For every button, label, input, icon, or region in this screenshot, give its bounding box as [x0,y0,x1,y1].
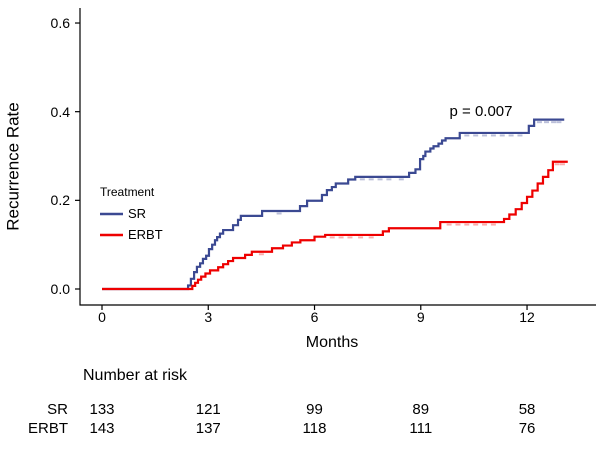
risk-value-erbt: 137 [195,420,221,437]
risk-value-sr: 58 [518,401,536,418]
risk-table-title: Number at risk [83,367,188,384]
y-tick-label: 0.2 [50,192,70,209]
legend-label-erbt: ERBT [128,227,163,242]
erbt-curve [102,160,568,291]
risk-value-erbt: 143 [89,420,115,437]
y-axis-title: Recurrence Rate [3,102,23,231]
risk-row-label-erbt: ERBT [27,420,68,437]
risk-value-erbt: 76 [518,420,536,437]
risk-row-label-sr: SR [47,401,68,418]
x-tick-label: 9 [416,309,425,325]
x-tick-label: 0 [98,309,106,325]
x-axis-title: Months [305,334,359,351]
x-tick-label: 6 [310,309,319,325]
legend-title: Treatment [100,185,155,199]
x-tick-label: 3 [204,309,213,325]
y-tick-label: 0.6 [50,15,70,32]
y-tick-label: 0.0 [50,281,70,297]
axis-lines [79,8,596,306]
risk-value-sr: 89 [412,401,430,418]
y-tick-label: 0.4 [50,103,70,120]
legend-label-sr: SR [128,206,147,221]
risk-value-sr: 99 [306,401,323,418]
risk-value-erbt: 118 [302,420,327,437]
risk-value-erbt: 111 [409,420,433,437]
risk-value-sr: 133 [89,401,115,418]
x-tick-label: 12 [519,309,535,325]
risk-value-sr: 121 [195,401,221,418]
sr-curve [102,118,565,291]
p-value-annotation: p = 0.007 [449,103,513,120]
